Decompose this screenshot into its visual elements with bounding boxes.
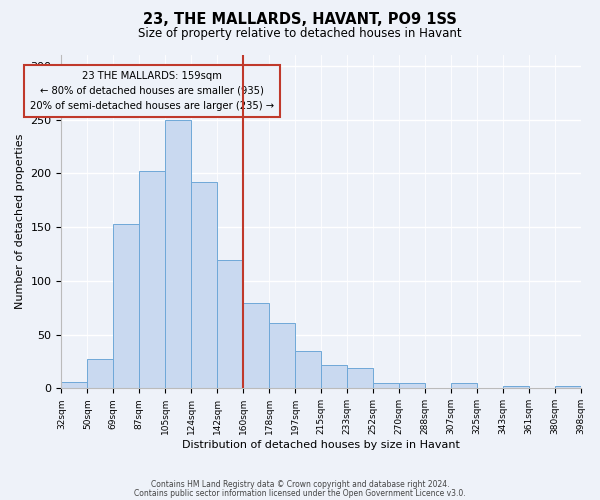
Bar (503, 386, 529, 388)
Text: Contains public sector information licensed under the Open Government Licence v3: Contains public sector information licen… (134, 488, 466, 498)
Bar (165, 120, 191, 388)
Bar (269, 323, 295, 388)
Bar (295, 350, 321, 389)
Bar (61, 382, 88, 388)
Bar (373, 383, 399, 388)
Bar (191, 182, 217, 388)
X-axis label: Distribution of detached houses by size in Havant: Distribution of detached houses by size … (182, 440, 460, 450)
Bar (217, 260, 243, 388)
Bar (321, 364, 347, 388)
Bar (399, 383, 425, 388)
Text: 23, THE MALLARDS, HAVANT, PO9 1SS: 23, THE MALLARDS, HAVANT, PO9 1SS (143, 12, 457, 28)
Bar (88, 360, 113, 388)
Bar (139, 171, 165, 388)
Y-axis label: Number of detached properties: Number of detached properties (15, 134, 25, 310)
Bar (451, 383, 476, 388)
Text: Size of property relative to detached houses in Havant: Size of property relative to detached ho… (138, 28, 462, 40)
Bar (243, 304, 269, 388)
Text: 23 THE MALLARDS: 159sqm
← 80% of detached houses are smaller (935)
20% of semi-d: 23 THE MALLARDS: 159sqm ← 80% of detache… (30, 71, 274, 110)
Bar (347, 368, 373, 388)
Bar (554, 386, 581, 388)
Text: Contains HM Land Registry data © Crown copyright and database right 2024.: Contains HM Land Registry data © Crown c… (151, 480, 449, 489)
Bar (113, 224, 139, 388)
